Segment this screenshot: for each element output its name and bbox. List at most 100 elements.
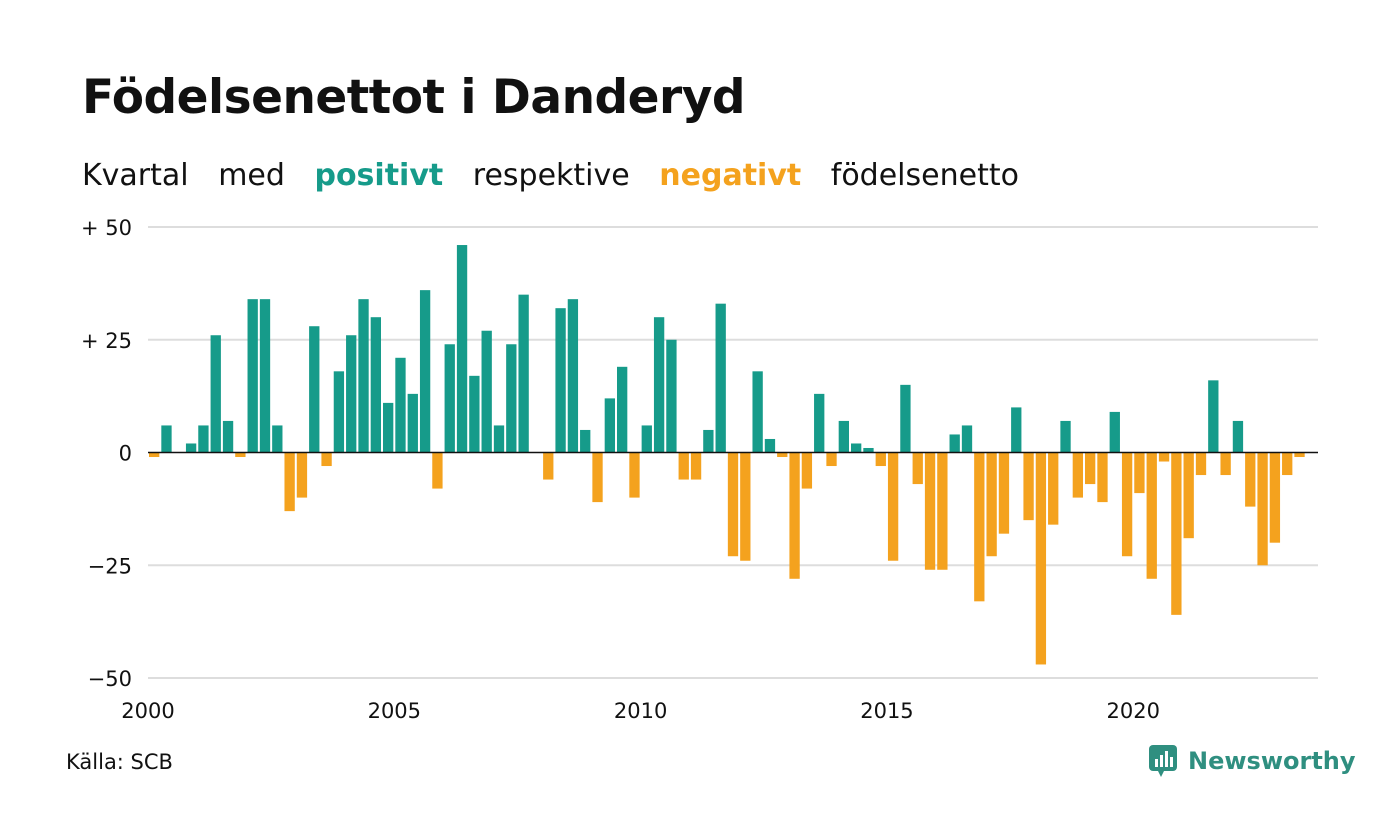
bar-negative xyxy=(1085,452,1096,485)
bar-positive xyxy=(1109,411,1120,453)
bar-negative xyxy=(1171,452,1182,615)
bar-positive xyxy=(653,317,665,453)
bar-positive xyxy=(567,299,579,453)
bar-negative xyxy=(592,452,603,503)
newsworthy-logo-icon xyxy=(1149,745,1177,777)
bar-positive xyxy=(1208,380,1219,453)
bar-positive xyxy=(1232,420,1244,453)
bar-positive xyxy=(247,299,258,453)
bar-positive xyxy=(383,402,394,453)
bar-negative xyxy=(1183,452,1194,539)
bar-positive xyxy=(210,335,221,453)
bar-negative xyxy=(937,452,948,570)
bar-negative xyxy=(789,452,800,579)
bar-negative xyxy=(1035,452,1047,665)
bar-negative xyxy=(887,452,899,561)
bar-positive xyxy=(518,294,529,453)
bar-negative xyxy=(912,452,923,485)
x-tick-label: 2010 xyxy=(614,699,667,723)
bar-negative xyxy=(1146,452,1157,579)
y-tick-label: + 25 xyxy=(81,329,132,353)
bar-negative xyxy=(974,452,985,602)
bar-negative xyxy=(149,452,160,458)
brand-logo: Newsworthy xyxy=(1148,744,1356,778)
subtitle-word-respektive: respektive xyxy=(472,158,630,193)
chart-subtitle: Kvartal med positivt respektive negativt… xyxy=(82,158,1039,193)
bar-negative xyxy=(543,452,554,480)
bar-positive xyxy=(641,425,652,453)
subtitle-word-med: med xyxy=(218,158,285,193)
bar-negative xyxy=(690,452,702,480)
bar-negative xyxy=(1072,452,1083,498)
bar-positive xyxy=(555,308,566,453)
bar-positive xyxy=(259,299,271,453)
bar-positive xyxy=(185,443,197,453)
bar-negative xyxy=(1245,452,1256,507)
subtitle-negative-label: negativt xyxy=(659,158,802,193)
bar-negative xyxy=(1220,452,1231,476)
bar-positive xyxy=(309,326,320,453)
bar-positive xyxy=(506,344,517,453)
bar-negative xyxy=(1121,452,1133,557)
x-tick-label: 2015 xyxy=(860,699,913,723)
bar-negative xyxy=(1294,452,1305,458)
bar-negative xyxy=(678,452,689,480)
bar-positive xyxy=(333,371,345,453)
bar-positive xyxy=(481,330,492,453)
bar-negative xyxy=(826,452,837,467)
bar-positive xyxy=(370,317,381,453)
brand-name: Newsworthy xyxy=(1188,747,1356,775)
bar-positive xyxy=(604,398,615,453)
bar-positive xyxy=(1060,420,1071,453)
bar-positive xyxy=(456,245,468,453)
bar-negative xyxy=(1134,452,1145,494)
y-tick-label: + 50 xyxy=(81,216,132,240)
bar-negative xyxy=(1158,452,1170,462)
bar-positive xyxy=(580,429,591,453)
x-tick-label: 2020 xyxy=(1107,699,1160,723)
bar-positive xyxy=(703,429,714,453)
bar-positive xyxy=(617,366,628,453)
bar-positive xyxy=(419,290,431,453)
bar-positive xyxy=(863,447,874,453)
bar-negative xyxy=(1195,452,1207,476)
bar-positive xyxy=(666,339,677,453)
subtitle-word-kvartal: Kvartal xyxy=(82,158,189,193)
bar-positive xyxy=(900,384,911,453)
chart-title: Födelsenettot i Danderyd xyxy=(82,70,746,125)
bar-negative xyxy=(924,452,936,570)
bar-negative xyxy=(740,452,751,561)
bar-positive xyxy=(715,303,726,453)
bar-negative xyxy=(321,452,332,467)
x-tick-label: 2005 xyxy=(368,699,421,723)
bar-positive xyxy=(161,425,172,453)
bar-positive xyxy=(493,425,505,453)
bar-negative xyxy=(432,452,443,489)
bar-negative xyxy=(284,452,295,512)
bar-positive xyxy=(444,344,455,453)
bar-negative xyxy=(777,452,788,458)
bar-positive xyxy=(222,420,234,453)
bar-positive xyxy=(1011,407,1022,453)
bar-negative xyxy=(801,452,813,489)
bar-positive xyxy=(764,438,776,453)
bar-negative xyxy=(235,452,246,458)
subtitle-positive-label: positivt xyxy=(314,158,444,193)
bar-negative xyxy=(727,452,739,557)
bar-positive xyxy=(752,371,763,453)
bar-negative xyxy=(986,452,997,557)
subtitle-word-fodelsenetto: födelsenetto xyxy=(830,158,1019,193)
bar-negative xyxy=(296,452,308,498)
bar-positive xyxy=(814,393,825,453)
bar-positive xyxy=(838,420,849,453)
bar-positive xyxy=(949,434,960,453)
x-tick-label: 2000 xyxy=(121,699,174,723)
bar-negative xyxy=(1023,452,1034,521)
bar-negative xyxy=(629,452,640,498)
source-note: Källa: SCB xyxy=(66,750,173,774)
bar-positive xyxy=(198,425,209,453)
bar-negative xyxy=(1282,452,1293,476)
bar-negative xyxy=(1269,452,1281,543)
y-tick-label: −25 xyxy=(88,554,132,578)
